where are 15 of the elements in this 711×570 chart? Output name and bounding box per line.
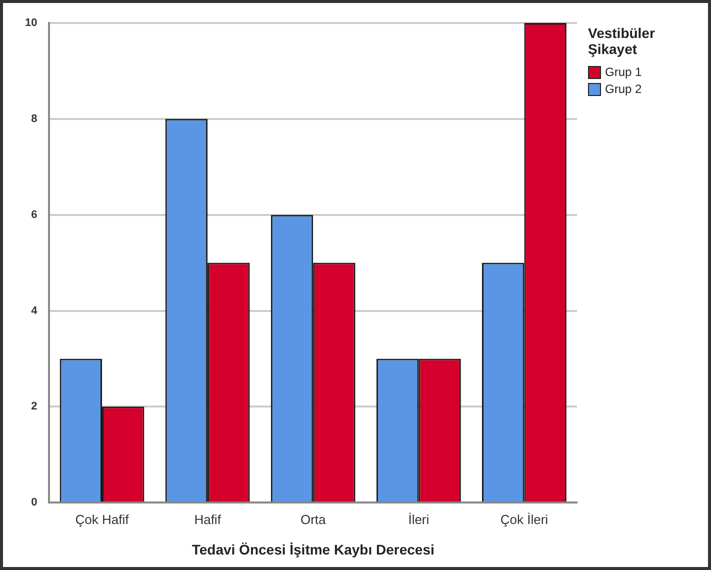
y-tick-label: 4 [31, 304, 38, 317]
legend-title: Vestibüler Şikayet [588, 25, 656, 57]
y-tick-label: 8 [31, 112, 38, 125]
y-tick-label: 6 [31, 208, 38, 221]
x-axis-title: Tedavi Öncesi İşitme Kaybı Derecesi [192, 541, 434, 558]
y-tick-label: 2 [31, 400, 38, 413]
y-tick-label: 0 [31, 496, 38, 509]
x-tick-label: Hafif [194, 512, 222, 527]
y-tick-label: 10 [24, 17, 38, 30]
x-tick-label: Çok İleri [500, 512, 548, 527]
x-tick-label: Orta [300, 512, 327, 527]
x-tick-label: Çok Hafif [75, 512, 130, 527]
legend-label: Grup 1 [605, 65, 642, 79]
legend-label: Grup 2 [605, 82, 642, 96]
x-tick-label: İleri [408, 512, 430, 527]
